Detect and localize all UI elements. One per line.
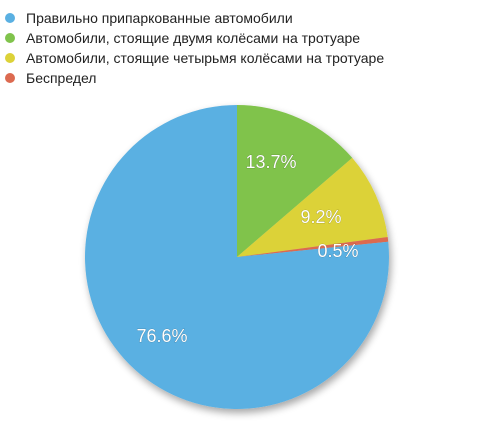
legend-swatch (5, 13, 15, 23)
slice-value-label: 76.6% (136, 326, 187, 346)
slice-four-wheels (237, 157, 388, 257)
legend-swatch (5, 33, 15, 43)
legend-swatch (5, 73, 15, 83)
legend-item-parked-correctly: Правильно припаркованные автомобили (0, 8, 480, 28)
slice-lawlessness (237, 237, 389, 257)
legend-label: Автомобили, стоящие двумя колёсами на тр… (26, 30, 361, 46)
legend-item-lawlessness: Беспредел (0, 68, 480, 88)
legend-swatch (5, 53, 15, 63)
legend-item-two-wheels-on-sidewalk: Автомобили, стоящие двумя колёсами на тр… (0, 28, 480, 48)
slice-value-label: 9.2% (300, 207, 341, 227)
slice-value-label: 13.7% (245, 152, 296, 172)
pie-slices (84, 105, 389, 409)
legend-item-four-wheels-on-sidewalk: Автомобили, стоящие четырьмя колёсами на… (0, 48, 480, 68)
slice-parked-correctly (84, 105, 389, 409)
legend-label: Беспредел (26, 70, 97, 86)
legend-label: Правильно припаркованные автомобили (26, 10, 293, 26)
legend-label: Автомобили, стоящие четырьмя колёсами на… (26, 50, 385, 66)
slice-value-label: 0.5% (317, 241, 358, 261)
slice-two-wheels (237, 105, 353, 257)
chart-legend: Правильно припаркованные автомобили Авто… (0, 8, 480, 88)
pie-value-labels: 76.6% 13.7% 9.2% 0.5% (136, 152, 359, 347)
